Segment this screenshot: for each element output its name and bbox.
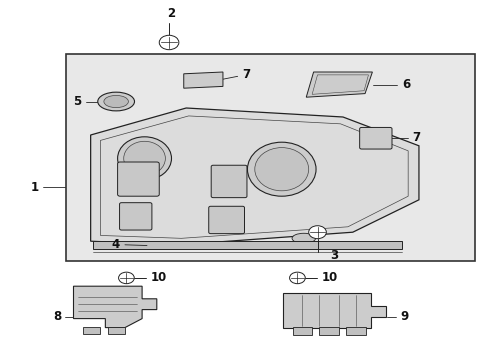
Ellipse shape: [255, 148, 309, 191]
Text: 8: 8: [53, 310, 61, 323]
Text: 1: 1: [31, 181, 39, 194]
Ellipse shape: [118, 137, 172, 180]
Text: 10: 10: [151, 271, 167, 284]
Bar: [346, 327, 366, 335]
Ellipse shape: [292, 233, 316, 243]
FancyBboxPatch shape: [209, 206, 245, 234]
Text: 7: 7: [413, 131, 421, 144]
Ellipse shape: [309, 226, 326, 239]
Polygon shape: [91, 108, 419, 245]
Ellipse shape: [290, 272, 305, 284]
Bar: [319, 327, 339, 335]
Text: 4: 4: [112, 238, 120, 251]
Bar: [108, 327, 125, 334]
Text: 3: 3: [330, 249, 338, 262]
Text: 2: 2: [168, 7, 175, 20]
FancyBboxPatch shape: [360, 127, 392, 149]
Bar: [93, 241, 402, 249]
Ellipse shape: [119, 272, 134, 284]
Text: 5: 5: [73, 95, 81, 108]
Polygon shape: [184, 72, 223, 88]
Polygon shape: [306, 72, 372, 97]
Bar: [66, 54, 475, 261]
Polygon shape: [74, 286, 157, 328]
Text: 10: 10: [322, 271, 338, 284]
FancyBboxPatch shape: [211, 165, 247, 198]
Ellipse shape: [104, 95, 128, 108]
Bar: [293, 327, 312, 335]
Text: 7: 7: [243, 68, 251, 81]
Ellipse shape: [98, 92, 134, 111]
FancyBboxPatch shape: [120, 203, 152, 230]
Bar: [83, 327, 100, 334]
Ellipse shape: [159, 35, 179, 50]
Polygon shape: [283, 293, 386, 328]
Ellipse shape: [247, 142, 316, 196]
Ellipse shape: [123, 141, 165, 175]
FancyBboxPatch shape: [118, 162, 159, 196]
Text: 9: 9: [401, 310, 409, 323]
Text: 6: 6: [402, 78, 410, 91]
